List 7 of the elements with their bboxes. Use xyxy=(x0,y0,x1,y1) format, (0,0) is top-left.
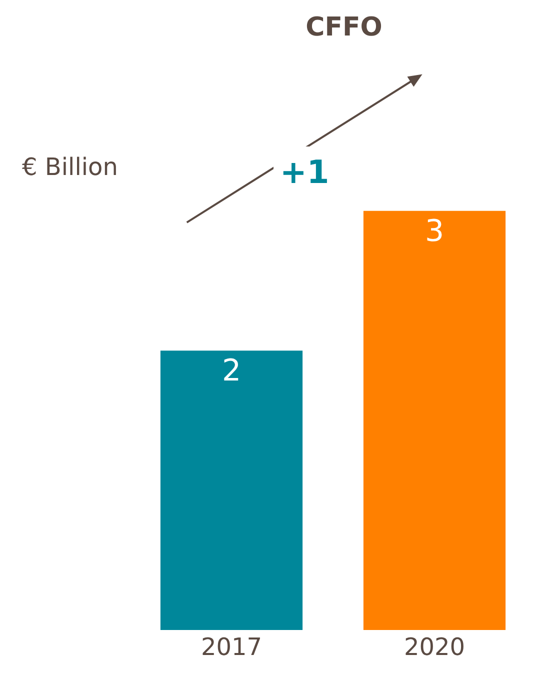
text: +1 xyxy=(280,153,330,191)
x-tick-label: 2020 xyxy=(404,633,466,661)
x-tick-label: 2017 xyxy=(200,633,262,661)
data-label: 3 xyxy=(424,214,444,249)
y-axis-title: € Billion xyxy=(22,153,118,181)
chart-title: CFFO xyxy=(306,12,382,42)
data-label: 2 xyxy=(222,354,242,389)
